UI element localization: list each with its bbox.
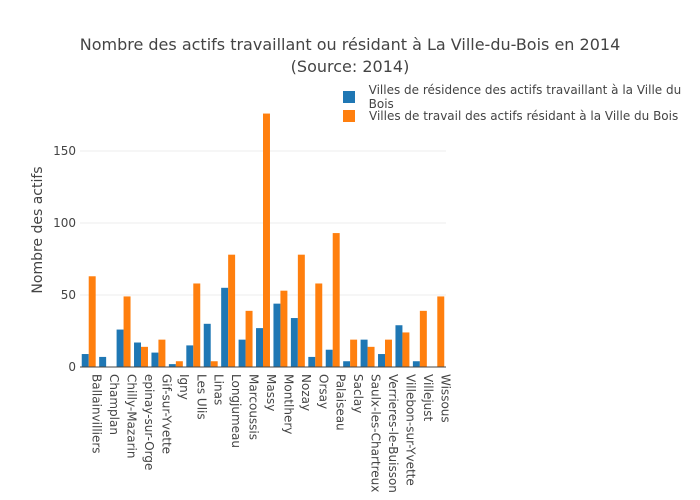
chart-title: Nombre des actifs travaillant ou résidan… — [0, 34, 700, 78]
x-tick-label: Villebon-sur-Yvette — [403, 374, 417, 486]
y-tick-label: 0 — [68, 360, 76, 374]
bar-residence — [81, 354, 89, 367]
x-tick-label: Champlan — [107, 374, 121, 435]
bar-residence — [221, 287, 229, 367]
bar-residence — [273, 303, 281, 367]
bar-travail — [175, 361, 183, 367]
x-tick-label: Villejust — [421, 374, 435, 422]
x-tick-label: Verrieres-le-Buisson — [386, 374, 400, 493]
bar-residence — [168, 364, 176, 367]
bar-residence — [134, 342, 141, 367]
bar-travail — [315, 283, 323, 367]
x-tick-label: Gif-sur-Yvette — [159, 374, 173, 454]
bar-residence — [256, 328, 263, 367]
x-tick-label: Linas — [212, 374, 226, 405]
bar-travail — [332, 233, 340, 367]
bar-travail — [141, 346, 148, 367]
x-tick-label: Montlhery — [281, 374, 295, 434]
bar-travail — [402, 332, 410, 367]
bar-residence — [308, 356, 316, 367]
bar-residence — [378, 354, 385, 367]
x-tick-label: Igny — [177, 374, 191, 400]
legend: Villes de résidence des actifs travailla… — [343, 83, 700, 125]
bar-travail — [158, 339, 166, 367]
bar-travail — [88, 276, 96, 367]
bar-travail — [437, 296, 445, 367]
legend-swatch — [343, 109, 355, 122]
x-tick-label: Nozay — [299, 374, 313, 411]
bar-residence — [99, 356, 107, 367]
bar-travail — [123, 296, 131, 367]
bar-travail — [350, 339, 358, 367]
bar-travail — [210, 361, 218, 367]
legend-item-residence[interactable]: Villes de résidence des actifs travailla… — [343, 83, 700, 111]
y-axis-title: Nombre des actifs — [30, 166, 46, 293]
bar-residence — [343, 361, 351, 367]
title-main: Nombre des actifs travaillant ou résidan… — [79, 35, 621, 54]
bar-travail — [297, 254, 305, 367]
bar-residence — [238, 339, 246, 367]
y-tick-label: 100 — [53, 216, 76, 230]
bar-residence — [186, 345, 194, 367]
bar-residence — [325, 349, 333, 367]
x-tick-label: Les Ulis — [194, 374, 208, 420]
legend-swatch — [343, 90, 355, 103]
x-tick-label: Wissous — [438, 374, 452, 423]
bar-residence — [203, 323, 211, 367]
bar-travail — [263, 113, 270, 367]
x-tick-label: Massy — [264, 374, 278, 411]
x-tick-label: Longjumeau — [229, 374, 243, 448]
bar-residence — [290, 318, 298, 367]
bar-travail — [367, 346, 375, 367]
x-tick-label: Palaiseau — [334, 374, 348, 431]
x-tick-label: Saclay — [351, 374, 365, 413]
x-tick-label: epinay-sur-Orge — [142, 374, 156, 470]
legend-item-travail[interactable]: Villes de travail des actifs résidant à … — [343, 106, 700, 125]
bar-travail — [245, 310, 253, 367]
title-subtitle: (Source: 2014) — [290, 57, 410, 76]
bar-residence — [412, 361, 420, 367]
bar-travail — [280, 290, 288, 367]
x-tick-label: Chilly-Mazarin — [125, 374, 139, 458]
legend-label: Villes de résidence des actifs travailla… — [368, 82, 682, 111]
bar-travail — [193, 283, 201, 367]
bar-travail — [419, 310, 427, 367]
legend-label: Villes de travail des actifs résidant à … — [369, 108, 679, 123]
bar-travail — [385, 339, 392, 367]
x-tick-label: Orsay — [316, 374, 330, 409]
bar-residence — [395, 325, 403, 367]
x-tick-label: Marcoussis — [247, 374, 261, 440]
y-tick-label: 50 — [61, 288, 76, 302]
bar-residence — [151, 352, 159, 367]
x-tick-label: Saulx-les-Chartreux — [369, 374, 383, 492]
x-tick-label: Ballainvilliers — [90, 374, 104, 454]
bar-residence — [116, 329, 124, 367]
bar-travail — [228, 254, 236, 367]
y-tick-label: 150 — [53, 144, 76, 158]
bar-residence — [360, 339, 368, 367]
